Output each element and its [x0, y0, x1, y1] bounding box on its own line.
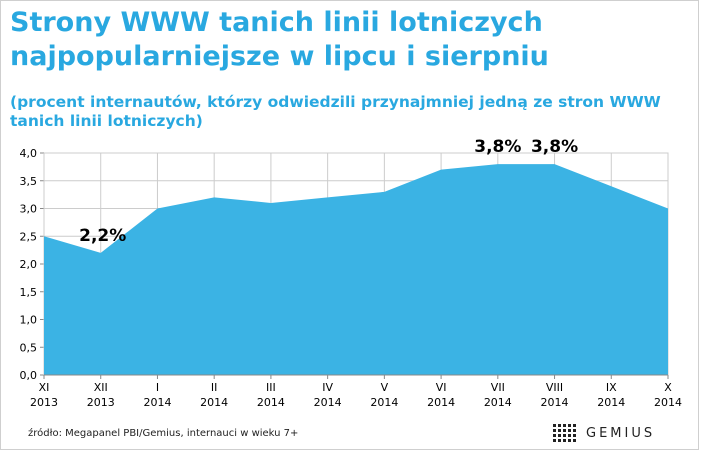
- x-tick-label-year: 2014: [654, 396, 682, 409]
- x-tick-label-year: 2014: [597, 396, 625, 409]
- x-tick-label-month: XI: [39, 381, 50, 394]
- x-tick-label-year: 2014: [143, 396, 171, 409]
- logo-dots-icon: [553, 424, 576, 442]
- logo-text: GEMIUS: [586, 425, 656, 441]
- source-note: źródło: Megapanel PBI/Gemius, internauci…: [28, 428, 299, 439]
- x-tick-label-year: 2014: [541, 396, 569, 409]
- x-tick-label-month: IV: [322, 381, 333, 394]
- x-tick-label-year: 2013: [30, 396, 58, 409]
- series-area: [44, 164, 668, 375]
- data-label: 3,8%: [474, 137, 521, 157]
- chart-title: Strony WWW tanich linii lotniczych najpo…: [10, 6, 700, 74]
- x-tick-label-month: II: [211, 381, 218, 394]
- y-tick-label: 3,0: [20, 203, 38, 216]
- x-tick-label-year: 2014: [200, 396, 228, 409]
- x-tick-label-month: IX: [606, 381, 617, 394]
- y-tick-label: 2,0: [20, 258, 38, 271]
- subtitle-line-2: tanich linii lotniczych): [10, 112, 203, 130]
- y-tick-label: 1,0: [20, 314, 38, 327]
- chart-subtitle: (procent internautów, którzy odwiedzili …: [10, 93, 700, 131]
- x-tick-label-month: V: [381, 381, 389, 394]
- gemius-logo: GEMIUS: [553, 423, 655, 443]
- x-tick-label-year: 2014: [370, 396, 398, 409]
- y-tick-label: 0,0: [20, 369, 38, 382]
- x-tick-label-year: 2013: [87, 396, 115, 409]
- data-label: 2,2%: [79, 226, 126, 246]
- x-tick-label-month: XII: [94, 381, 108, 394]
- x-tick-label-month: III: [266, 381, 276, 394]
- x-tick-label-year: 2014: [257, 396, 285, 409]
- x-tick-label-month: I: [156, 381, 159, 394]
- y-tick-label: 0,5: [20, 341, 38, 354]
- x-tick-label-year: 2014: [484, 396, 512, 409]
- data-label: 3,8%: [531, 137, 578, 157]
- x-tick-label-year: 2014: [427, 396, 455, 409]
- x-tick-label-month: VII: [491, 381, 505, 394]
- title-line-2: najpopularniejsze w lipcu i sierpniu: [10, 41, 549, 72]
- x-tick-label-year: 2014: [314, 396, 342, 409]
- y-tick-label: 1,5: [20, 286, 38, 299]
- subtitle-line-1: (procent internautów, którzy odwiedzili …: [10, 93, 661, 111]
- title-line-1: Strony WWW tanich linii lotniczych: [10, 7, 543, 38]
- y-tick-label: 4,0: [20, 147, 38, 160]
- x-tick-label-month: VIII: [546, 381, 563, 394]
- y-tick-label: 3,5: [20, 175, 38, 188]
- x-tick-label-month: X: [664, 381, 672, 394]
- y-tick-label: 2,5: [20, 230, 38, 243]
- x-tick-label-month: VI: [436, 381, 447, 394]
